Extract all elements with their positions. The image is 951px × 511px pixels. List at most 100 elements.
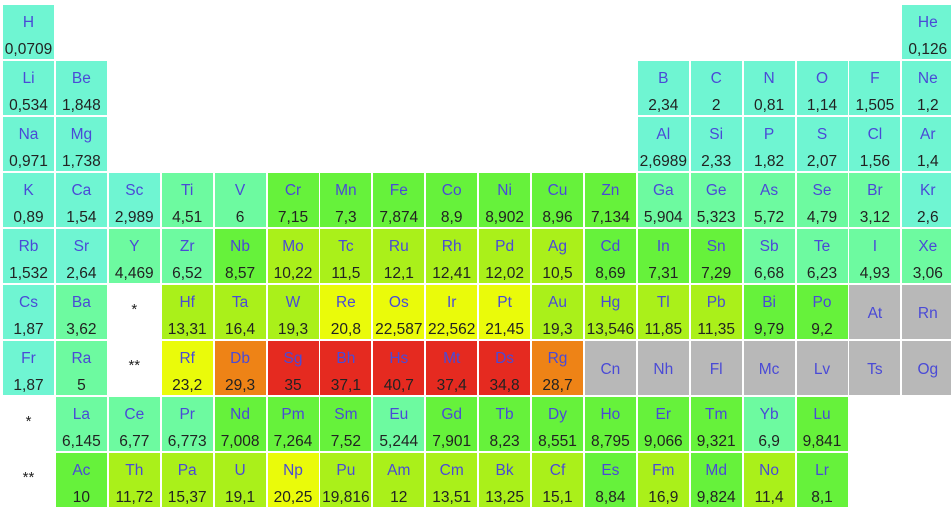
element-cell-ba: Ba 3,62	[55, 285, 107, 339]
element-symbol: Lu	[813, 406, 831, 423]
element-density: 21,45	[485, 321, 524, 338]
element-symbol: Os	[388, 294, 409, 311]
element-symbol: F	[870, 70, 880, 87]
element-cell-rb: Rb 1,532	[3, 229, 54, 283]
element-density: 6,77	[119, 433, 150, 450]
element-symbol: Y	[129, 238, 140, 255]
element-symbol: Yb	[759, 406, 779, 423]
element-cell-ag: Ag 10,5	[532, 229, 583, 283]
element-density: 4,51	[172, 209, 203, 226]
element-density: 4,469	[114, 265, 154, 282]
element-cell-pb: Pb 11,35	[690, 285, 742, 339]
element-density: 13,546	[586, 321, 635, 338]
element-density: 7,3	[335, 209, 357, 226]
element-cell-mg: Mg 1,738	[55, 117, 107, 171]
element-symbol: Eu	[389, 406, 409, 423]
element-density: 29,3	[225, 377, 256, 394]
element-symbol: Bh	[336, 350, 356, 367]
element-cell-s: S 2,07	[796, 117, 848, 171]
element-symbol: Br	[867, 182, 883, 199]
element-symbol: Pt	[497, 294, 512, 311]
element-cell-ac: Ac 10	[55, 453, 107, 507]
element-symbol: Cf	[549, 462, 566, 479]
element-cell-rh: Rh 12,41	[426, 229, 478, 283]
element-symbol: Cs	[19, 294, 38, 311]
element-cell-cm: Cm 13,51	[426, 453, 478, 507]
element-symbol: Na	[18, 126, 39, 143]
element-cell-ts: Ts	[849, 341, 901, 395]
element-cell-sc: Sc 2,989	[108, 173, 160, 227]
element-density: 34,8	[489, 377, 520, 394]
element-symbol: Re	[335, 294, 356, 311]
element-cell-k: K 0,89	[3, 173, 54, 227]
element-symbol: Pa	[177, 462, 197, 479]
element-density: 19,1	[225, 489, 256, 506]
element-symbol: At	[867, 305, 883, 322]
element-symbol: Hf	[179, 294, 195, 311]
element-density: 6	[235, 209, 245, 226]
element-density: 28,7	[542, 377, 573, 394]
element-cell-u: U 19,1	[214, 453, 266, 507]
element-symbol: Ni	[497, 182, 512, 199]
element-density: 3,12	[859, 209, 890, 226]
element-cell-cf: Cf 15,1	[532, 453, 583, 507]
element-cell-ho: Ho 8,795	[584, 397, 636, 451]
element-density: 22,587	[375, 321, 423, 338]
element-density: 1,54	[66, 209, 97, 226]
element-cell-i: I 4,93	[849, 229, 901, 283]
element-density: 2,07	[806, 153, 838, 170]
element-cell-xe: Xe 3,06	[902, 229, 951, 283]
element-density: 8,1	[811, 489, 833, 506]
element-cell-bi: Bi 9,79	[743, 285, 795, 339]
element-symbol: Ne	[917, 70, 938, 87]
element-symbol: Xe	[918, 238, 938, 255]
element-density: 1,2	[917, 97, 939, 114]
element-symbol: Pu	[336, 462, 356, 479]
element-symbol: In	[656, 238, 670, 255]
element-symbol: U	[234, 462, 246, 479]
element-density: 11,4	[754, 489, 784, 506]
element-cell-ce: Ce 6,77	[108, 397, 160, 451]
element-symbol: Er	[655, 406, 672, 423]
element-symbol: Dy	[548, 406, 567, 423]
element-density: 0,534	[9, 97, 48, 114]
element-symbol: Og	[917, 361, 939, 378]
element-symbol: Np	[283, 462, 303, 479]
element-density: 8,902	[485, 209, 524, 226]
element-symbol: Pd	[495, 238, 515, 255]
element-density: 11,5	[331, 265, 361, 282]
series-marker: *	[131, 301, 138, 318]
element-symbol: Ts	[867, 361, 883, 378]
element-density: 12,1	[383, 265, 414, 282]
element-symbol: Zn	[601, 182, 620, 199]
element-cell-as: As 5,72	[743, 173, 795, 227]
element-cell-cu: Cu 8,96	[532, 173, 583, 227]
element-symbol: Si	[709, 126, 724, 143]
element-symbol: No	[759, 462, 779, 479]
element-symbol: Th	[125, 462, 144, 479]
element-density: 4,93	[859, 265, 890, 282]
element-density: 1,505	[855, 97, 895, 114]
element-cell-am: Am 12	[373, 453, 425, 507]
element-density: 5,904	[643, 209, 683, 226]
element-symbol: Lr	[815, 462, 829, 479]
element-density: 5	[77, 377, 86, 394]
element-cell-h: H 0,0709	[3, 5, 54, 59]
element-symbol: Ar	[920, 126, 936, 143]
element-symbol: Bk	[495, 462, 514, 479]
element-cell-pu: Pu 19,816	[320, 453, 372, 507]
element-symbol: La	[72, 406, 91, 423]
element-symbol: Cl	[867, 126, 883, 143]
element-symbol: Rf	[179, 350, 195, 367]
element-symbol: Db	[230, 350, 250, 367]
element-symbol: Cm	[439, 462, 464, 479]
element-symbol: Ge	[705, 182, 727, 199]
element-cell-pd: Pd 12,02	[479, 229, 531, 283]
element-cell-re: Re 20,8	[320, 285, 372, 339]
element-cell-cn: Cn	[584, 341, 636, 395]
element-cell-gd: Gd 7,901	[426, 397, 478, 451]
element-density: 2,64	[66, 265, 97, 282]
element-density: 2,6989	[639, 153, 687, 170]
element-density: 1,4	[917, 153, 939, 170]
element-density: 16,9	[648, 489, 679, 506]
